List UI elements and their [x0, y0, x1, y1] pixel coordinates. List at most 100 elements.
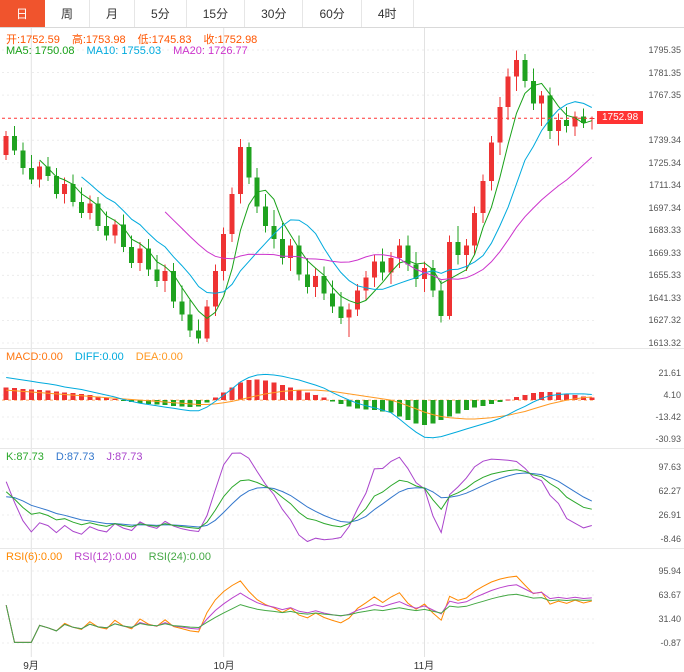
candle-body	[430, 267, 436, 291]
rsi-axis-label: 95.94	[658, 566, 681, 576]
macd-bar	[12, 388, 17, 401]
candle-body	[539, 95, 545, 104]
ohlc-readout: 开:1752.59 高:1753.98 低:1745.83 收:1752.98	[6, 31, 269, 47]
candle-body	[355, 290, 361, 310]
candle-body	[463, 245, 469, 255]
macd-bar	[37, 390, 43, 401]
macd-bar	[355, 400, 361, 409]
macd-bar	[363, 400, 369, 410]
candle-body	[371, 261, 377, 278]
rsi-panel: RSI(6):0.00 RSI(12):0.00 RSI(24):0.00 95.9…	[0, 548, 684, 657]
candle-body	[28, 168, 34, 180]
candle-body	[304, 274, 310, 288]
macd-bar	[405, 400, 411, 421]
k-line	[5, 469, 592, 530]
candle-body	[45, 166, 51, 177]
macd-bar	[120, 400, 126, 402]
macd-axis-label: -13.42	[655, 412, 681, 422]
price-axis-label: 1683.33	[648, 225, 681, 236]
tab-month[interactable]: 月	[90, 0, 136, 27]
macd-bar	[246, 380, 252, 401]
candle-body	[87, 203, 93, 214]
macd-bar	[112, 398, 118, 401]
macd-bar	[564, 393, 570, 401]
macd-panel: MACD:0.00 DIFF:0.00 DEA:0.00 21.61 4.10 -13.…	[0, 348, 684, 449]
macd-bar	[254, 379, 260, 401]
macd-bar	[28, 389, 34, 401]
macd-bar	[70, 393, 76, 401]
macd-bar	[20, 388, 26, 401]
macd-bar	[455, 400, 461, 414]
macd-bar	[137, 400, 143, 404]
macd-bar	[555, 392, 561, 401]
candle-body	[171, 271, 176, 302]
macd-plot[interactable]	[0, 349, 684, 449]
macd-bar	[488, 400, 494, 404]
candle-body	[338, 306, 344, 318]
macd-bar	[62, 392, 68, 401]
tab-hour4[interactable]: 4时	[362, 0, 414, 27]
candle-body	[581, 116, 586, 123]
macd-bar	[581, 396, 586, 401]
kdj-plot[interactable]	[0, 449, 684, 549]
macd-bar	[338, 400, 344, 404]
candle-body	[380, 261, 386, 273]
macd-bar	[87, 395, 93, 401]
candle-body	[20, 150, 26, 169]
rsi-plot[interactable]	[0, 549, 684, 657]
tab-min60[interactable]: 60分	[303, 0, 362, 27]
month-label: 9月	[23, 661, 39, 672]
tab-min15[interactable]: 15分	[187, 0, 246, 27]
tab-week[interactable]: 周	[45, 0, 91, 27]
candle-body	[514, 60, 519, 77]
candle-body	[137, 248, 143, 263]
main-chart-panel: 开:1752.59 高:1753.98 低:1745.83 收:1752.98 MA5…	[0, 28, 684, 348]
macd-bar	[95, 396, 101, 401]
candle-body	[480, 180, 486, 214]
x-axis: 9月 10月 11月	[0, 656, 684, 672]
candle-body	[237, 147, 243, 194]
rsi-axis-label: 31.40	[658, 614, 681, 624]
macd-bar	[204, 400, 210, 403]
macd-bar	[229, 387, 235, 401]
macd-bar	[380, 400, 386, 412]
macd-bar	[3, 387, 9, 401]
candle-body	[488, 142, 494, 181]
candle-body	[179, 301, 185, 315]
price-axis-label: 1739.34	[648, 135, 681, 146]
ma5-value: MA5: 1750.08	[6, 45, 75, 57]
macd-bar	[304, 392, 310, 401]
macd-bar	[539, 392, 545, 401]
rsi12-value: RSI(12):0.00	[74, 551, 137, 563]
macd-bar	[589, 397, 595, 401]
candle-body	[79, 201, 84, 214]
tab-min5[interactable]: 5分	[135, 0, 187, 27]
macd-bar	[514, 397, 519, 401]
month-label: 11月	[413, 661, 435, 672]
ma10-value: MA10: 1755.03	[86, 45, 162, 57]
kdj-panel: K:87.73 D:87.73 J:87.73 97.63 62.27 26.91 -8.…	[0, 448, 684, 549]
candle-body	[313, 275, 319, 288]
macd-bar	[447, 400, 453, 417]
macd-bar	[45, 390, 51, 401]
price-axis-label: 1781.35	[648, 67, 681, 78]
macd-axis-label: -30.93	[655, 434, 681, 444]
candlestick-plot[interactable]	[0, 28, 684, 348]
macd-bar	[438, 400, 444, 421]
tab-min30[interactable]: 30分	[245, 0, 304, 27]
rsi6-value: RSI(6):0.00	[6, 551, 63, 563]
macd-bar	[422, 400, 427, 426]
kdj-axis-label: 26.91	[658, 509, 681, 520]
month-label: 10月	[213, 661, 235, 672]
tab-day[interactable]: 日	[0, 0, 46, 27]
candle-body	[330, 293, 335, 307]
price-axis-label: 1697.34	[648, 202, 681, 213]
dea-line	[6, 389, 592, 420]
candle-body	[187, 314, 193, 331]
price-axis-label: 1613.32	[648, 338, 681, 348]
candle-body	[288, 245, 294, 259]
candle-body	[246, 147, 252, 178]
price-axis-label: 1669.33	[648, 247, 681, 258]
dea-value: DEA:0.00	[135, 351, 183, 363]
macd-bar	[104, 397, 110, 401]
